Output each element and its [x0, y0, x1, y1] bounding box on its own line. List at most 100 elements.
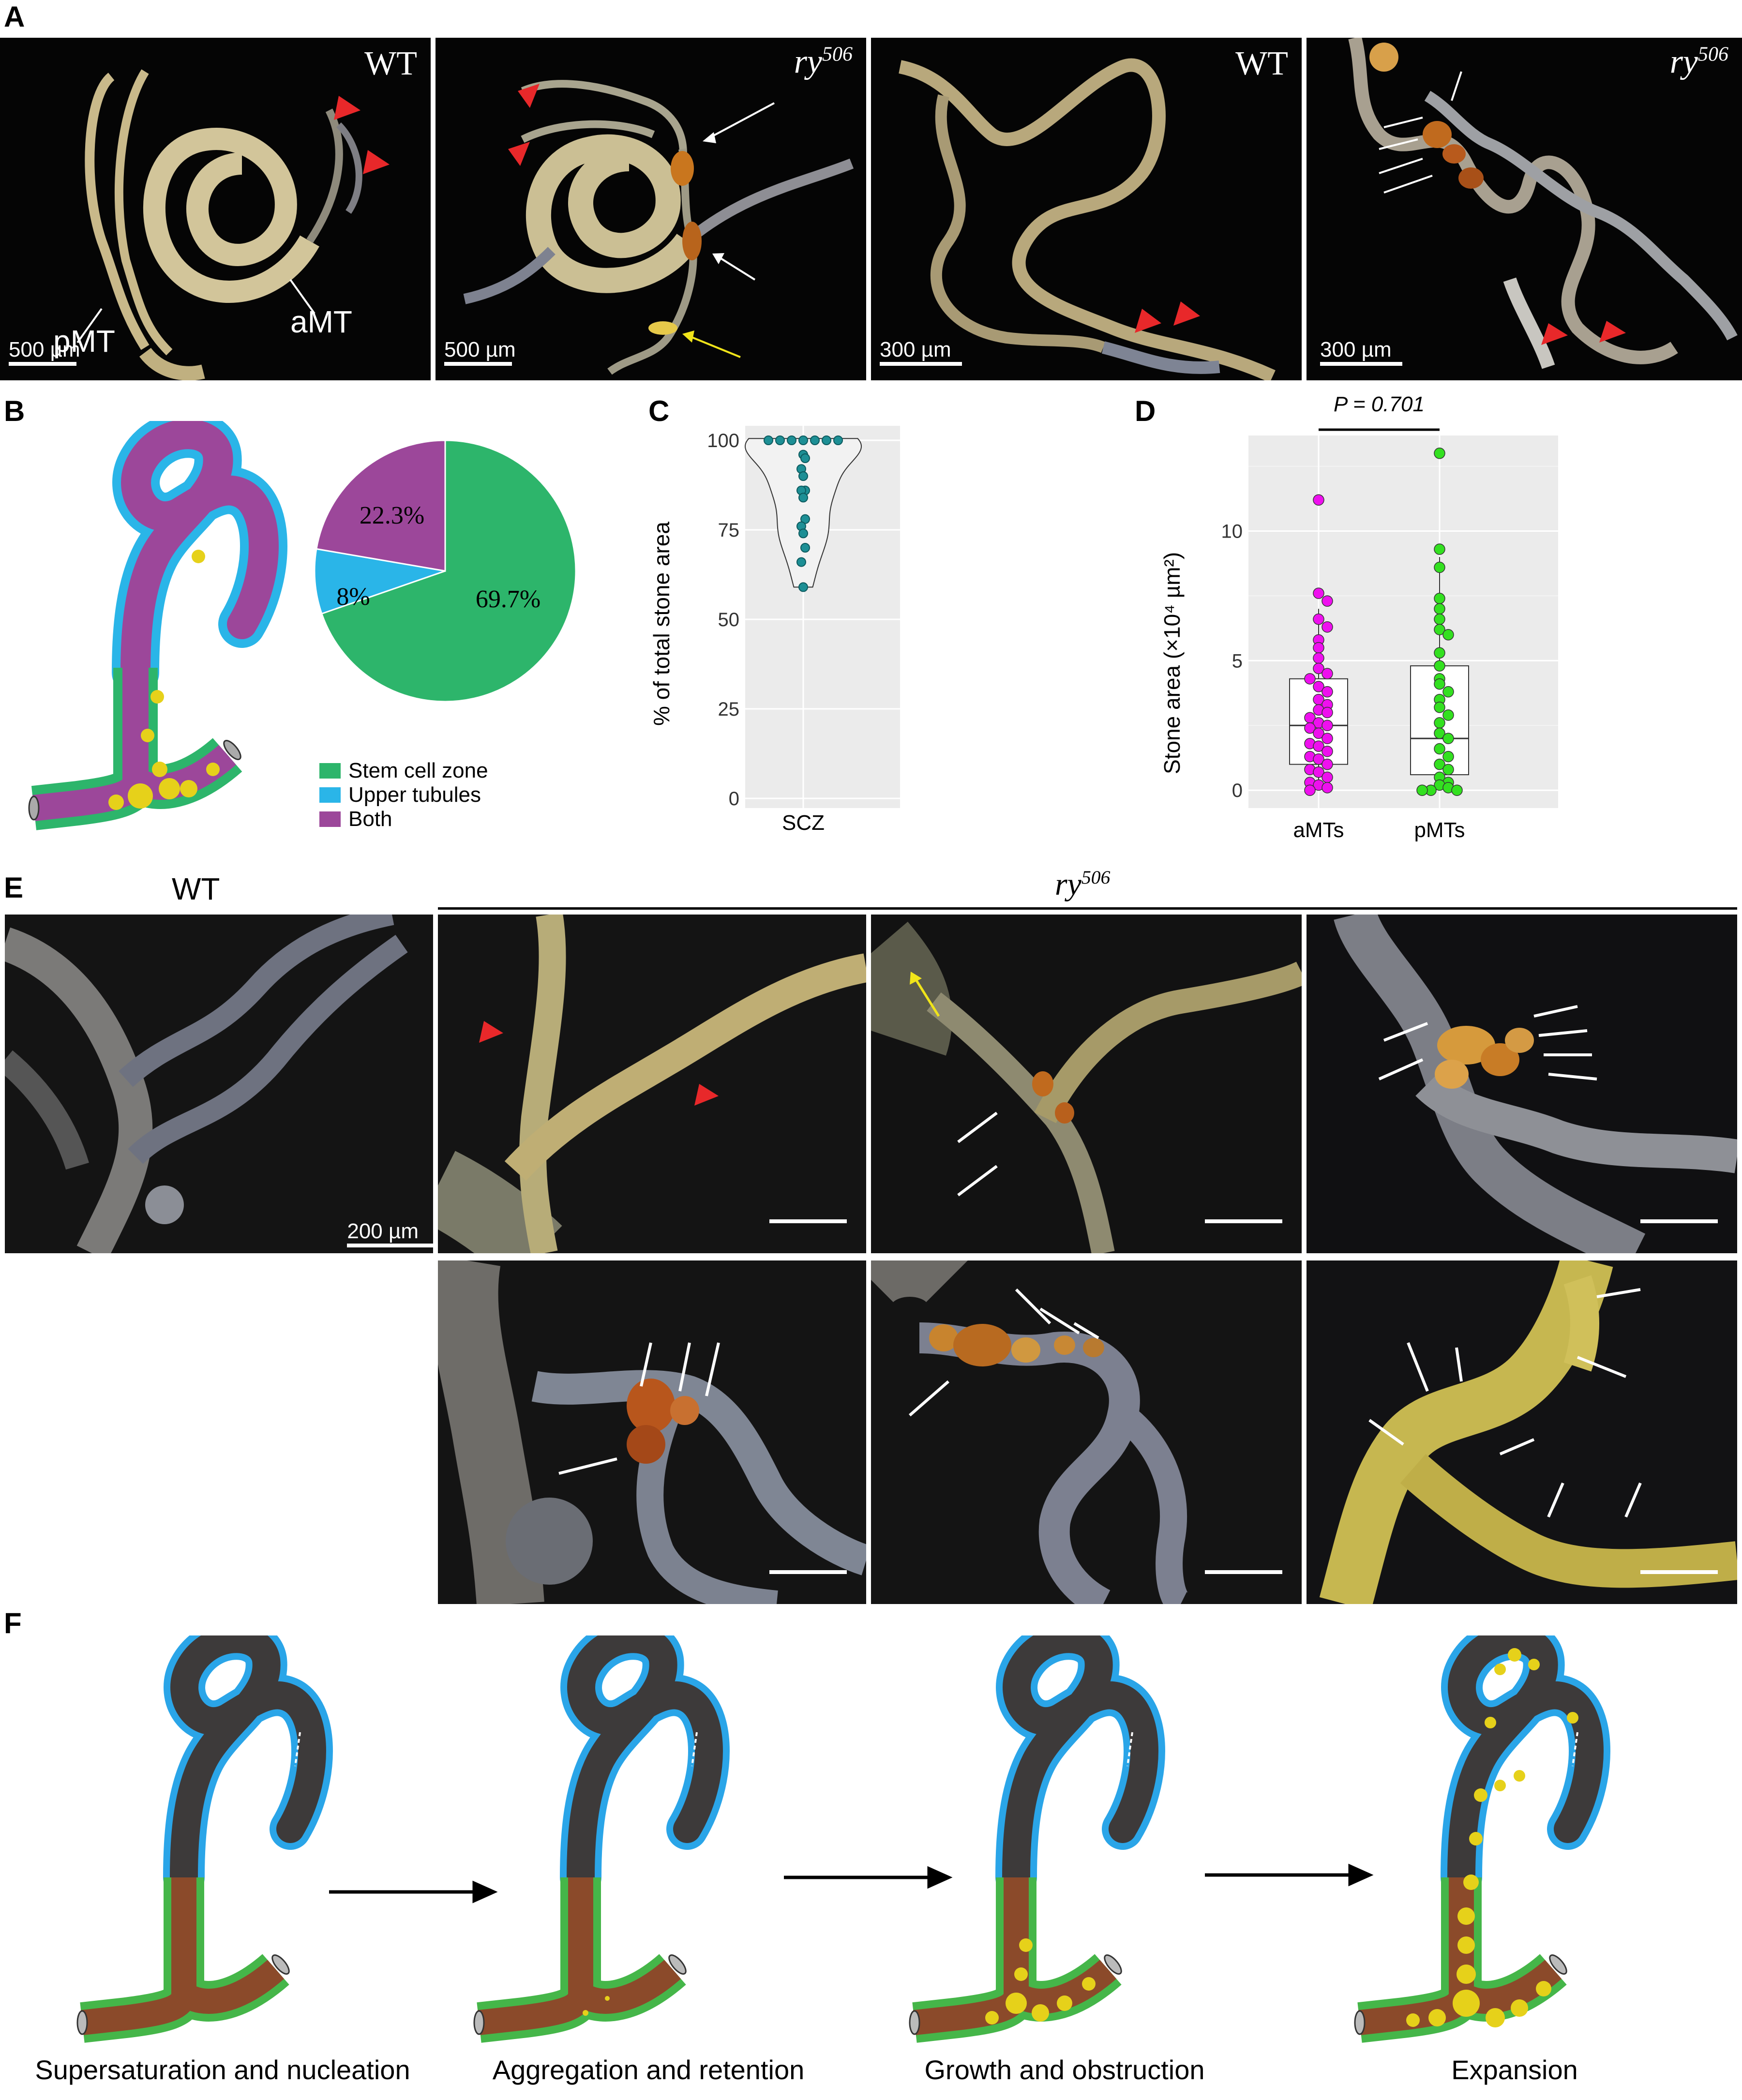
tubule-diagram — [28, 421, 287, 830]
data-point — [1434, 561, 1445, 573]
data-point — [1434, 448, 1445, 459]
legend-both: Both — [319, 807, 392, 831]
x-category-label: pMTs — [1414, 818, 1465, 842]
x-category-label: aMTs — [1293, 818, 1344, 842]
panel-a-image-2: ry506 500 µm — [436, 38, 866, 380]
violin-plot: 0 25 50 75 100 SCZ — [707, 426, 900, 832]
panel-e-mutant-image-1 — [438, 915, 866, 1253]
data-point — [1416, 784, 1428, 796]
y-tick-label: 100 — [707, 430, 739, 451]
pie-slice — [315, 439, 446, 572]
y-tick-label: 50 — [718, 609, 740, 630]
data-point — [1434, 660, 1445, 672]
scale-bar: 500 µm — [9, 338, 80, 366]
data-point — [1322, 782, 1333, 794]
panel-letter-a: A — [4, 0, 25, 33]
arrowhead-red — [334, 96, 360, 120]
data-point — [1304, 784, 1316, 796]
y-axis-label: Stone area (×10⁴ µm²) — [1159, 552, 1185, 774]
data-point — [1322, 771, 1333, 783]
x-category-label: SCZ — [782, 811, 825, 832]
pie-label-upper: 8% — [336, 583, 370, 611]
y-tick-label: 5 — [1232, 650, 1243, 672]
data-point — [1434, 603, 1445, 615]
panel-letter-b: B — [4, 395, 25, 427]
data-point — [833, 435, 843, 445]
caption-stage-4: Expansion — [1451, 2055, 1578, 2085]
data-point — [1313, 652, 1324, 664]
y-tick-label: 0 — [1232, 780, 1243, 801]
pie-slice — [314, 548, 446, 615]
data-point — [1322, 733, 1333, 744]
e-wt-label: WT — [172, 871, 220, 906]
data-point — [800, 543, 810, 553]
data-point — [1442, 686, 1454, 698]
panel-e-mutant-image-3 — [1306, 915, 1737, 1253]
pmt-label: pMT — [53, 324, 115, 359]
genotype-label: ry506 — [1669, 43, 1728, 80]
data-point — [1322, 758, 1333, 770]
data-point — [1442, 709, 1454, 721]
mutant-bracket-line — [438, 907, 1737, 910]
data-point — [1313, 662, 1324, 675]
data-point — [1313, 740, 1324, 752]
y-tick-label: 25 — [718, 699, 740, 720]
data-point — [1451, 784, 1463, 796]
stage-arrow — [1205, 1863, 1374, 1887]
data-point — [796, 557, 806, 567]
stones-stage-3 — [985, 1938, 1096, 2025]
data-point — [1313, 766, 1324, 778]
data-point — [1313, 613, 1324, 625]
genotype-label: WT — [364, 45, 417, 82]
data-point — [1304, 722, 1316, 734]
data-point — [1442, 629, 1454, 641]
data-point — [1313, 494, 1324, 506]
data-point — [1322, 706, 1333, 719]
data-point — [798, 582, 808, 592]
data-point — [798, 528, 808, 539]
caption-stage-2: Aggregation and retention — [492, 2055, 805, 2085]
data-point — [775, 435, 785, 445]
p-value: P = 0.701 — [1334, 392, 1425, 416]
panel-e-mutant-image-2 — [871, 915, 1302, 1253]
y-tick-label: 0 — [729, 788, 739, 810]
legend-stem-cell-zone: Stem cell zone — [319, 759, 488, 783]
panel-e-wt-image: 200 µm — [5, 915, 433, 1253]
panel-letter-e: E — [4, 871, 24, 904]
data-point — [1442, 733, 1454, 744]
pie-label-scz: 69.7% — [476, 585, 541, 613]
data-point — [1322, 686, 1333, 698]
data-point — [1313, 753, 1324, 765]
e-mutant-label: ry506 — [1055, 867, 1111, 902]
data-point — [1434, 743, 1445, 755]
pie-label-both: 22.3% — [360, 502, 424, 529]
data-point — [1434, 624, 1445, 635]
y-tick-label: 75 — [718, 520, 740, 541]
data-point — [1313, 681, 1324, 692]
legend-swatch — [319, 811, 341, 827]
data-point — [1434, 543, 1445, 555]
y-axis-label: % of total stone area — [649, 522, 674, 726]
data-point — [787, 435, 796, 445]
pie-chart: 69.7% 8% 22.3% — [314, 439, 577, 703]
genotype-label: ry506 — [794, 43, 853, 80]
legend-upper-tubules: Upper tubules — [319, 783, 481, 807]
data-point — [1434, 678, 1445, 690]
data-point — [1434, 647, 1445, 659]
data-point — [1322, 746, 1333, 757]
scale-bar: 300 µm — [880, 338, 962, 366]
panel-letter-c: C — [648, 395, 670, 427]
stones-stage-4 — [1406, 1648, 1578, 2027]
data-point — [1304, 673, 1316, 685]
data-point — [798, 493, 808, 503]
data-point — [1434, 613, 1445, 625]
legend-swatch — [319, 787, 341, 803]
data-point — [800, 453, 810, 463]
y-tick-label: 10 — [1221, 521, 1243, 542]
violin-shape — [744, 438, 862, 588]
data-point — [1434, 727, 1445, 739]
data-point — [1313, 727, 1324, 739]
data-point — [764, 435, 773, 445]
legend-swatch — [319, 763, 341, 779]
